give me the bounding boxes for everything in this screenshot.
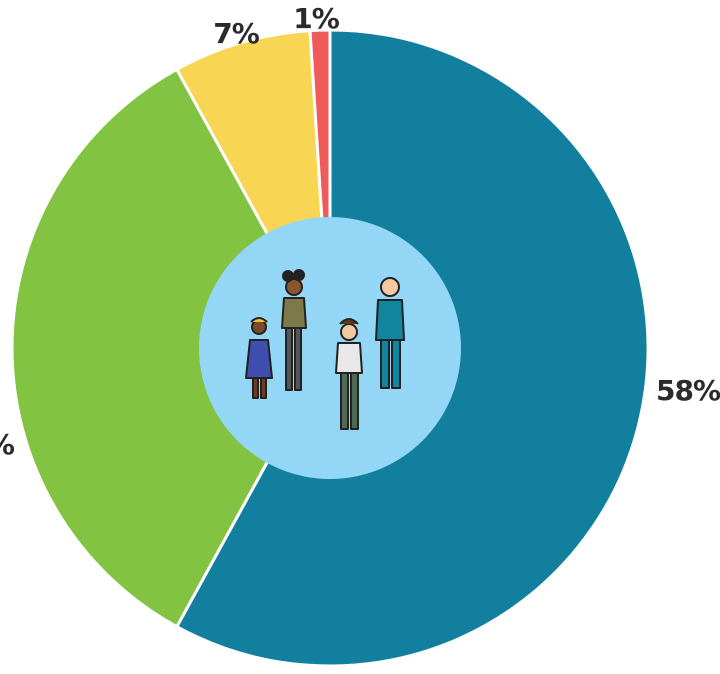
value-label: 1% (293, 2, 339, 35)
value-label: 7% (213, 17, 259, 50)
labels: 58% 34% 7% 1% (0, 2, 720, 461)
value-label: 34% (0, 428, 15, 461)
value-label: 58% (656, 374, 720, 407)
center-circle (199, 217, 461, 479)
slice (10, 67, 332, 629)
people-icon (245, 269, 405, 430)
